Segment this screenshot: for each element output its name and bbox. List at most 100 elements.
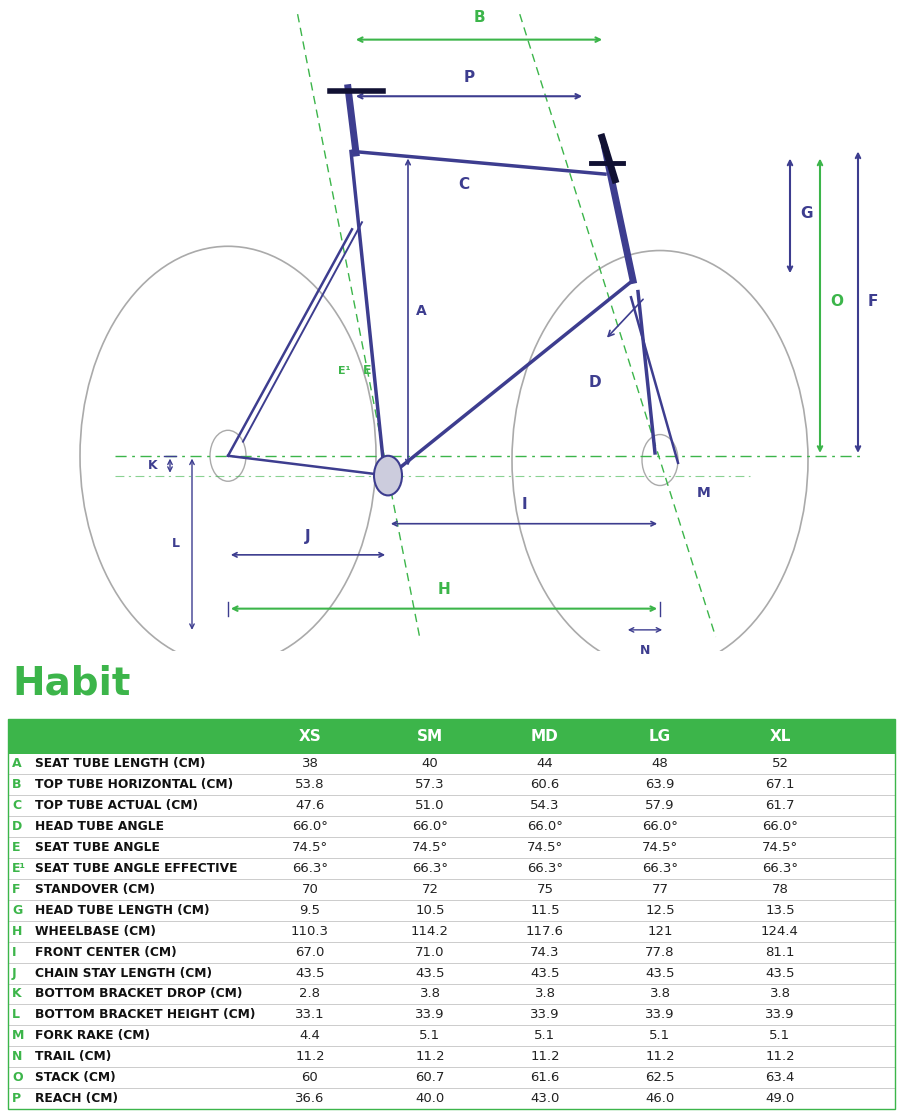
Text: HEAD TUBE LENGTH (CM): HEAD TUBE LENGTH (CM) (35, 904, 210, 917)
Text: 66.0°: 66.0° (761, 820, 797, 834)
Text: Habit: Habit (12, 664, 130, 702)
Text: 70: 70 (301, 883, 318, 896)
Text: G: G (12, 904, 22, 917)
Text: 67.1: 67.1 (765, 778, 794, 791)
Text: 43.0: 43.0 (529, 1092, 559, 1105)
Text: M: M (12, 1030, 24, 1042)
Text: P: P (12, 1092, 21, 1105)
Text: 74.5°: 74.5° (291, 841, 328, 854)
Circle shape (374, 456, 402, 495)
Text: 43.5: 43.5 (295, 966, 324, 979)
Text: 74.5°: 74.5° (761, 841, 797, 854)
Text: TRAIL (CM): TRAIL (CM) (35, 1051, 111, 1063)
Text: 11.2: 11.2 (644, 1051, 674, 1063)
Text: 124.4: 124.4 (760, 925, 798, 938)
Text: SM: SM (416, 729, 443, 743)
Text: 33.9: 33.9 (765, 1008, 794, 1022)
Text: K: K (148, 460, 158, 472)
Text: 114.2: 114.2 (411, 925, 448, 938)
Text: 49.0: 49.0 (765, 1092, 794, 1105)
Text: E¹: E¹ (12, 863, 26, 875)
Text: 38: 38 (301, 758, 318, 770)
Text: 61.7: 61.7 (765, 799, 794, 812)
Text: 66.3°: 66.3° (412, 863, 448, 875)
Text: 66.3°: 66.3° (291, 863, 328, 875)
Text: 74.5°: 74.5° (527, 841, 562, 854)
Text: LG: LG (648, 729, 670, 743)
Text: 11.2: 11.2 (414, 1051, 444, 1063)
Text: 66.0°: 66.0° (527, 820, 562, 834)
Text: G: G (800, 206, 811, 221)
Text: 63.9: 63.9 (644, 778, 674, 791)
Text: 40.0: 40.0 (414, 1092, 444, 1105)
Text: J: J (12, 966, 17, 979)
Text: 61.6: 61.6 (529, 1071, 559, 1084)
Text: TOP TUBE ACTUAL (CM): TOP TUBE ACTUAL (CM) (35, 799, 198, 812)
Text: 74.5°: 74.5° (641, 841, 677, 854)
Bar (8, 719, 894, 1109)
Text: CHAIN STAY LENGTH (CM): CHAIN STAY LENGTH (CM) (35, 966, 211, 979)
Text: 5.1: 5.1 (768, 1030, 789, 1042)
Text: 33.9: 33.9 (414, 1008, 444, 1022)
Text: STANDOVER (CM): STANDOVER (CM) (35, 883, 154, 896)
Text: 43.5: 43.5 (765, 966, 794, 979)
Bar (8, 719, 894, 754)
Text: 53.8: 53.8 (295, 778, 324, 791)
Text: D: D (588, 375, 601, 390)
Text: WHEELBASE (CM): WHEELBASE (CM) (35, 925, 155, 938)
Text: 62.5: 62.5 (644, 1071, 674, 1084)
Text: E: E (362, 364, 371, 377)
Text: C: C (458, 177, 469, 191)
Text: 57.9: 57.9 (644, 799, 674, 812)
Text: B: B (12, 778, 21, 791)
Text: 3.8: 3.8 (649, 987, 670, 1001)
Text: BOTTOM BRACKET HEIGHT (CM): BOTTOM BRACKET HEIGHT (CM) (35, 1008, 255, 1022)
Text: 43.5: 43.5 (414, 966, 444, 979)
Text: 46.0: 46.0 (644, 1092, 674, 1105)
Text: 66.3°: 66.3° (527, 863, 562, 875)
Text: O: O (12, 1071, 23, 1084)
Text: XL: XL (768, 729, 789, 743)
Text: FORK RAKE (CM): FORK RAKE (CM) (35, 1030, 150, 1042)
Text: 63.4: 63.4 (765, 1071, 794, 1084)
Text: K: K (12, 987, 22, 1001)
Text: H: H (437, 582, 450, 598)
Text: 60.6: 60.6 (529, 778, 559, 791)
Text: M: M (697, 485, 710, 500)
Text: 117.6: 117.6 (526, 925, 563, 938)
Text: N: N (639, 644, 650, 657)
Text: A: A (415, 304, 426, 318)
Text: 11.2: 11.2 (295, 1051, 324, 1063)
Text: SEAT TUBE ANGLE: SEAT TUBE ANGLE (35, 841, 160, 854)
Text: 5.1: 5.1 (419, 1030, 440, 1042)
Text: STACK (CM): STACK (CM) (35, 1071, 116, 1084)
Text: L: L (172, 538, 180, 550)
Text: 3.8: 3.8 (534, 987, 555, 1001)
Text: 67.0: 67.0 (295, 946, 324, 958)
Text: 66.3°: 66.3° (761, 863, 797, 875)
Text: I: I (521, 498, 527, 512)
Text: 71.0: 71.0 (414, 946, 444, 958)
Text: 51.0: 51.0 (414, 799, 444, 812)
Text: 11.2: 11.2 (765, 1051, 794, 1063)
Text: 57.3: 57.3 (414, 778, 444, 791)
Text: 75: 75 (536, 883, 553, 896)
Text: 81.1: 81.1 (765, 946, 794, 958)
Text: BOTTOM BRACKET DROP (CM): BOTTOM BRACKET DROP (CM) (35, 987, 242, 1001)
Text: 40: 40 (421, 758, 437, 770)
Text: 2.8: 2.8 (300, 987, 320, 1001)
Text: 44: 44 (536, 758, 552, 770)
Text: J: J (305, 529, 311, 543)
Text: 12.5: 12.5 (644, 904, 674, 917)
Text: I: I (12, 946, 17, 958)
Text: 33.9: 33.9 (644, 1008, 674, 1022)
Text: 36.6: 36.6 (295, 1092, 324, 1105)
Text: 72: 72 (421, 883, 438, 896)
Text: D: D (12, 820, 22, 834)
Text: E¹: E¹ (337, 366, 350, 376)
Text: 66.0°: 66.0° (641, 820, 677, 834)
Text: 121: 121 (647, 925, 672, 938)
Text: 33.1: 33.1 (295, 1008, 324, 1022)
Text: N: N (12, 1051, 22, 1063)
Text: O: O (829, 294, 842, 309)
